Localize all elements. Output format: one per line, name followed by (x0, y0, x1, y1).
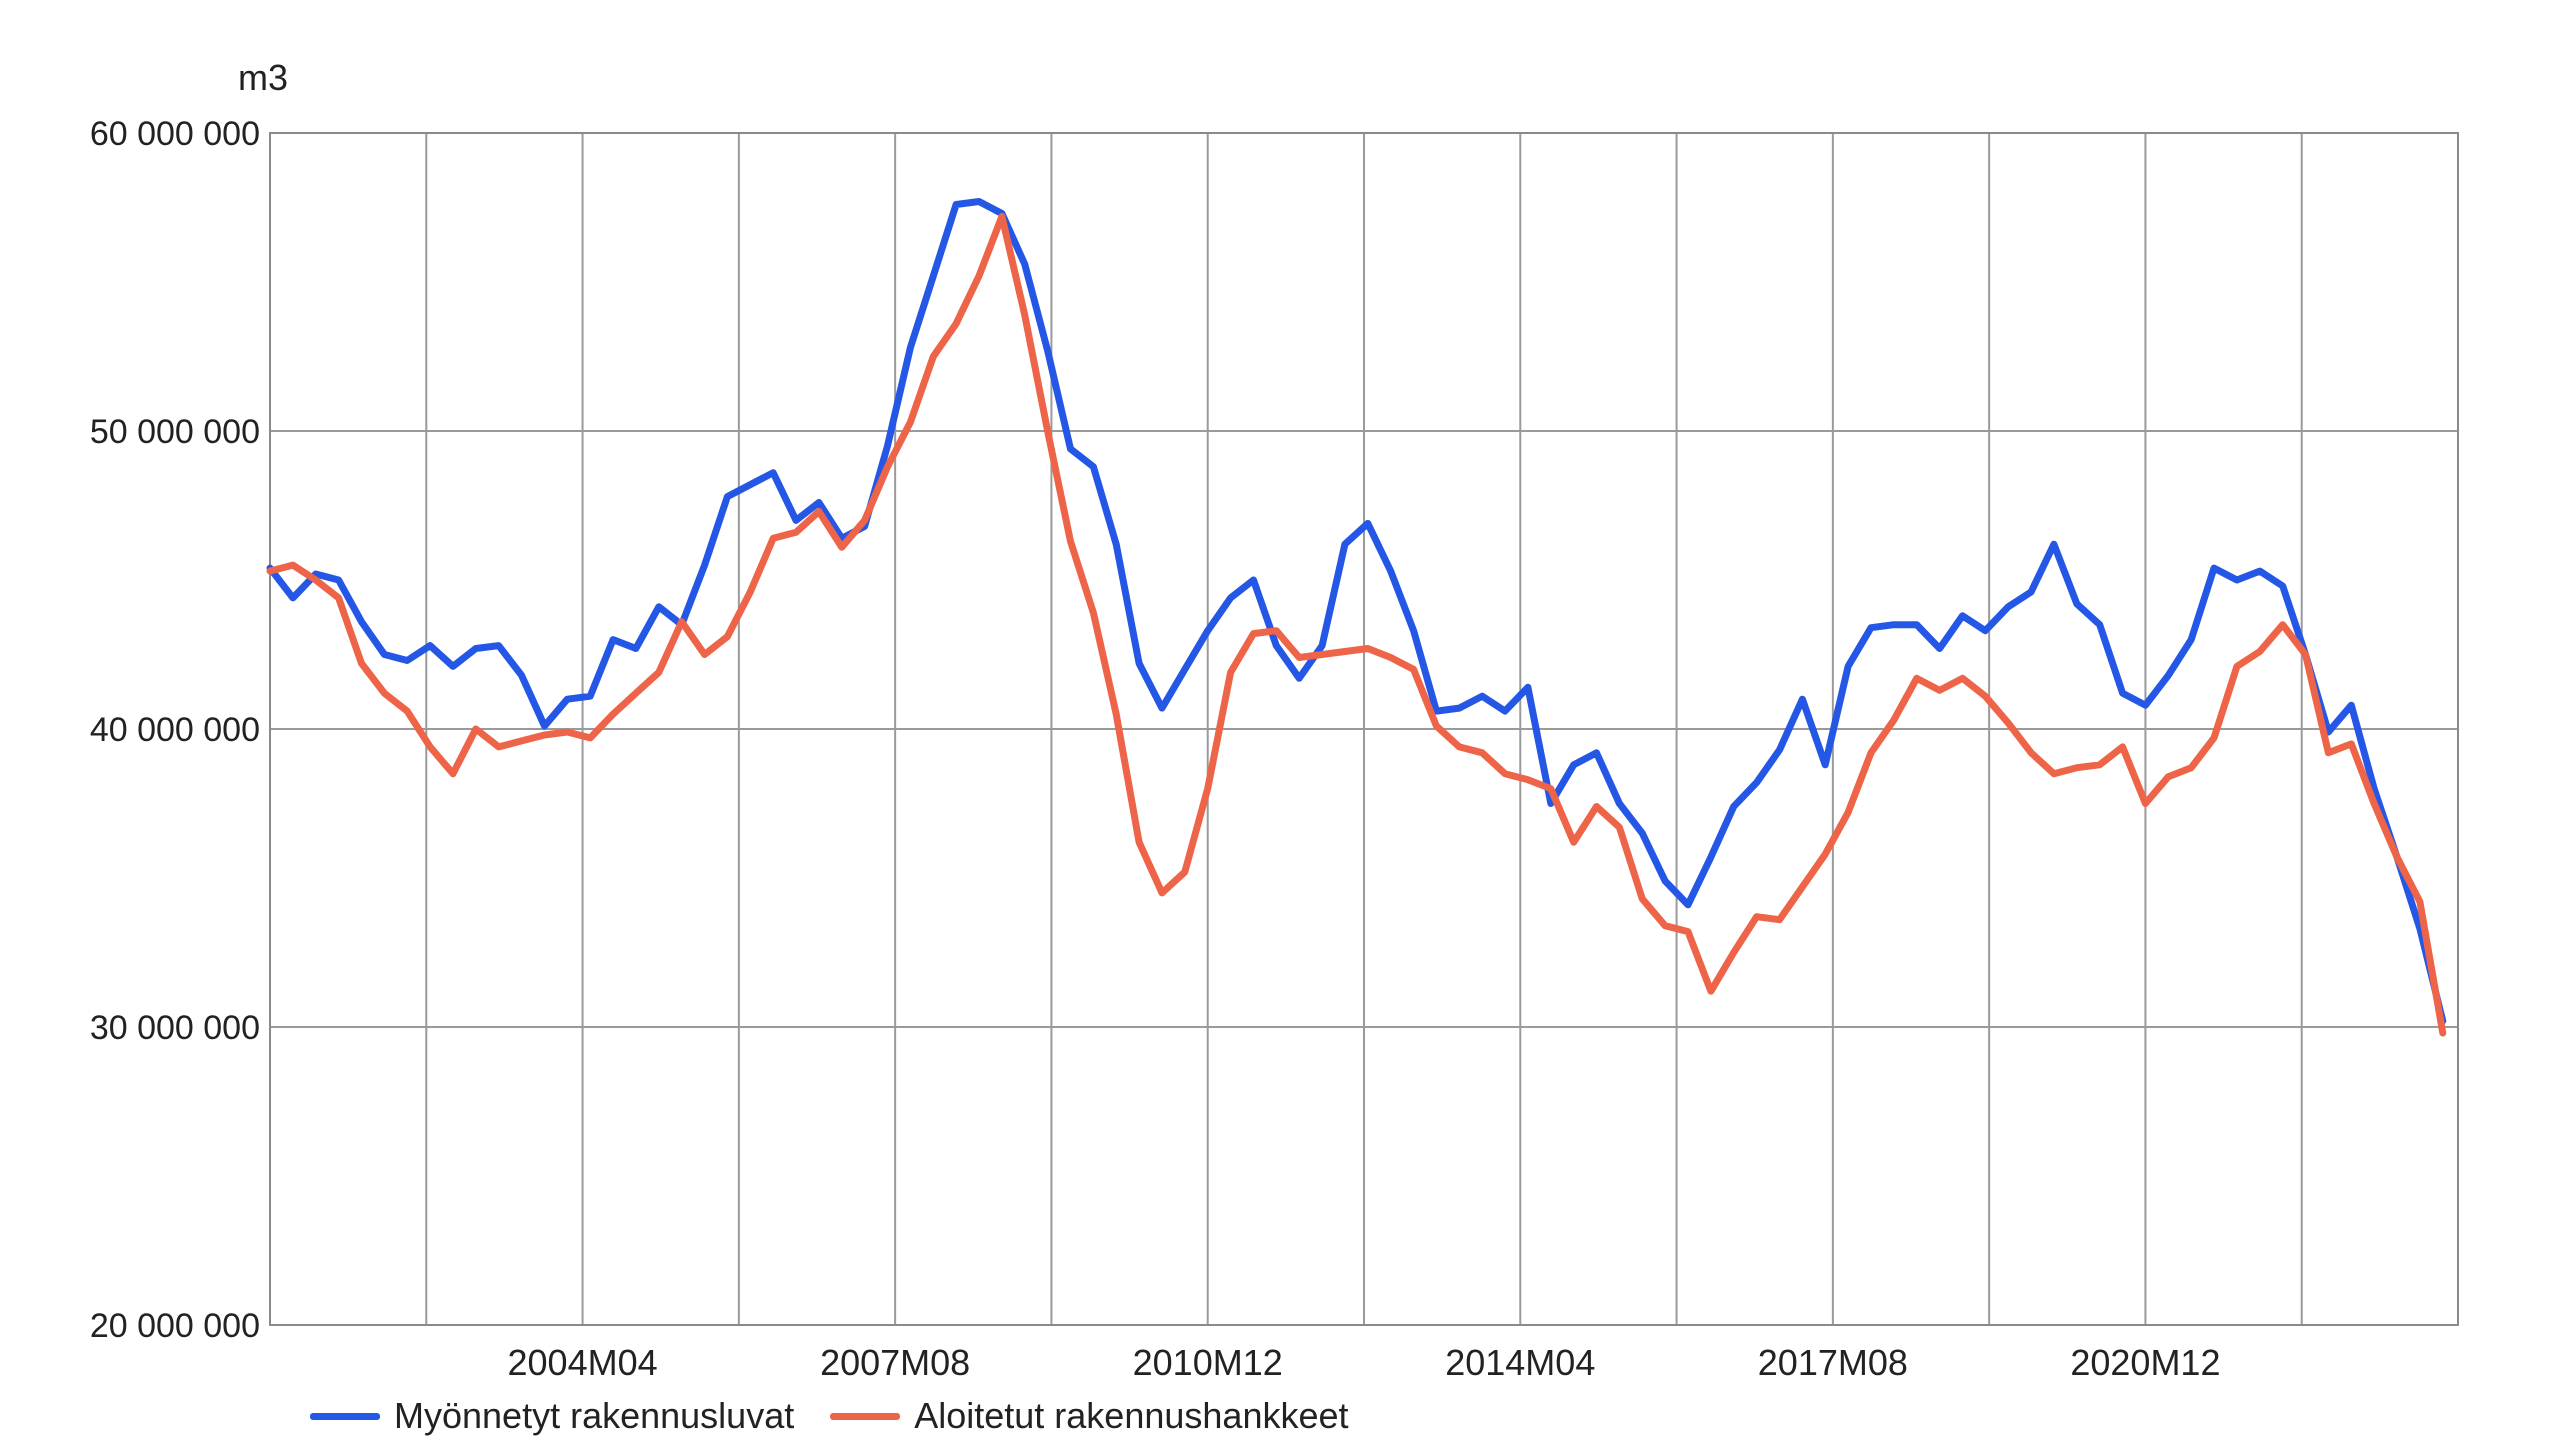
x-tick-label: 2004M04 (508, 1342, 658, 1383)
legend-label-permits: Myönnetyt rakennusluvat (394, 1395, 795, 1436)
y-tick-label: 40 000 000 (90, 711, 260, 749)
y-tick-label: 50 000 000 (90, 413, 260, 451)
y-axis-ticks: 60 000 000 50 000 000 40 000 000 30 000 000… (90, 115, 260, 1345)
y-tick-label: 20 000 000 (90, 1307, 260, 1345)
legend-swatch-permits (310, 1412, 380, 1420)
chart-legend: Myönnetyt rakennusluvat Aloitetut rakenn… (310, 1395, 1385, 1437)
x-tick-label: 2020M12 (2070, 1342, 2220, 1383)
x-tick-label: 2010M12 (1133, 1342, 1283, 1383)
x-tick-label: 2014M04 (1445, 1342, 1595, 1383)
series-lines (266, 198, 2447, 1037)
chart-title-cut: 2023M10 (270, 0, 453, 8)
x-tick-label: 2017M08 (1758, 1342, 1908, 1383)
y-tick-label: 60 000 000 (90, 115, 260, 153)
series-line-starts (266, 212, 2447, 1037)
x-axis-ticks: 2004M04 2007M08 2010M12 2014M04 2017M08 2020M… (508, 1342, 2221, 1383)
plot-frame (269, 132, 2459, 1326)
legend-swatch-starts (830, 1412, 901, 1420)
x-tick-label: 2007M08 (820, 1342, 970, 1383)
y-axis-unit-label: m3 (238, 57, 288, 98)
plot-border (269, 132, 2459, 1326)
legend-item-starts: Aloitetut rakennushankkeet (830, 1395, 1349, 1437)
legend-label-starts: Aloitetut rakennushankkeet (914, 1395, 1349, 1436)
y-tick-label: 30 000 000 (90, 1009, 260, 1047)
series-line-permits (266, 198, 2447, 1025)
legend-item-permits: Myönnetyt rakennusluvat (310, 1395, 794, 1437)
